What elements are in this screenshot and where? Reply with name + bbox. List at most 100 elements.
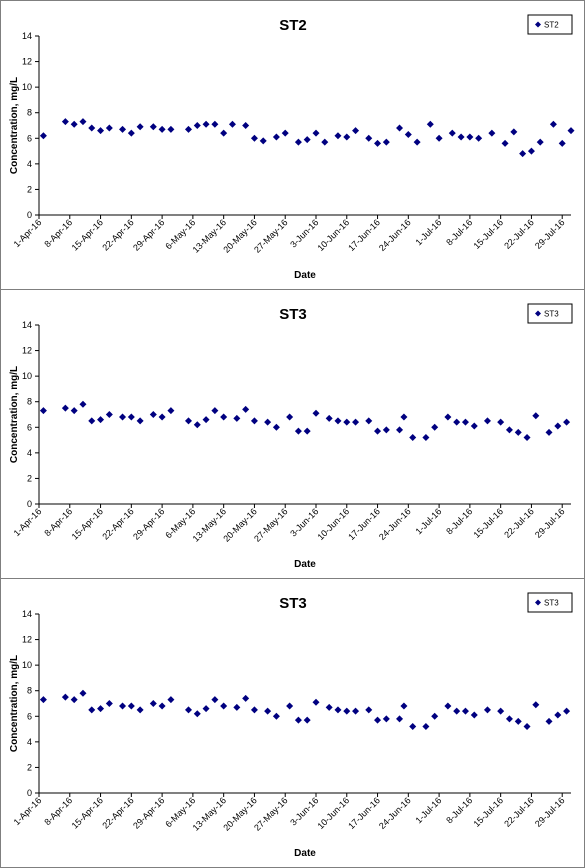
data-point [294, 138, 302, 146]
data-point [97, 416, 105, 424]
data-point [536, 138, 544, 146]
data-point [136, 123, 144, 131]
data-point [303, 427, 311, 435]
chart-title: ST2 [279, 17, 307, 34]
data-point [184, 706, 192, 714]
data-point [193, 421, 201, 429]
data-point [264, 707, 272, 715]
data-point [519, 150, 527, 158]
data-point [497, 707, 505, 715]
data-point [79, 400, 87, 408]
y-tick-label: 8 [27, 108, 32, 118]
data-point [303, 136, 311, 144]
x-tick-label: 24-Jun-16 [377, 795, 413, 831]
data-point [149, 700, 157, 707]
legend-box [527, 592, 573, 613]
y-tick-label: 14 [22, 31, 32, 41]
data-point [475, 134, 483, 142]
x-tick-label: 1-Jul-16 [413, 217, 443, 247]
data-point [448, 129, 456, 137]
data-point [97, 705, 105, 713]
y-tick-label: 10 [22, 82, 32, 92]
data-point [352, 127, 360, 135]
x-tick-label: 17-Jun-16 [346, 795, 382, 831]
data-point [352, 418, 360, 426]
data-point [435, 134, 443, 142]
chart-svg-3: ST3024681012141-Apr-168-Apr-1615-Apr-162… [9, 592, 573, 859]
data-point [127, 702, 135, 710]
data-point [382, 715, 390, 723]
data-point [457, 133, 465, 141]
y-tick-label: 2 [27, 473, 32, 483]
data-point [228, 120, 236, 128]
x-tick-label: 17-Jun-16 [346, 217, 382, 253]
data-point [242, 694, 250, 702]
data-point [250, 134, 258, 142]
data-point [272, 423, 280, 431]
data-point [294, 716, 302, 724]
chart-title: ST3 [279, 595, 307, 612]
data-point [61, 404, 69, 412]
data-point [119, 413, 127, 421]
data-point [202, 416, 210, 424]
data-point [404, 130, 412, 138]
data-point [527, 147, 535, 155]
data-point [505, 426, 513, 434]
data-point [374, 427, 382, 435]
x-tick-label: 24-Jun-16 [377, 506, 413, 542]
data-point [119, 125, 127, 133]
chart-panel-1: ST2 0 2 4 6 8 10 12 14 1-Apr-16 8-Apr-16 15-Apr-16 2… [0, 0, 585, 290]
data-point [396, 426, 404, 434]
data-point [396, 715, 404, 723]
y-tick-label: 6 [27, 133, 32, 143]
data-point [242, 122, 250, 129]
data-point [413, 138, 421, 146]
data-point [312, 129, 320, 137]
data-point [149, 123, 157, 131]
data-point [220, 702, 228, 710]
data-point [453, 418, 461, 426]
x-tick-label: 22-Apr-16 [100, 795, 135, 830]
chart-svg-1: ST2024681012141-Apr-168-Apr-1615-Apr-162… [9, 14, 575, 281]
data-point [365, 134, 373, 142]
y-axis-title: Concentration, mg/L [9, 366, 20, 463]
y-axis-title: Concentration, mg/L [9, 77, 20, 174]
data-point [242, 405, 250, 413]
data-point [97, 127, 105, 135]
x-tick-label: 22-Jul-16 [502, 217, 536, 251]
data-point [294, 427, 302, 435]
data-point [264, 418, 272, 426]
data-point [39, 696, 47, 704]
data-point [250, 706, 258, 714]
data-point [382, 138, 390, 146]
data-point [400, 702, 408, 710]
data-point [233, 703, 241, 711]
data-point [488, 129, 496, 137]
legend-marker [535, 599, 541, 606]
data-point [119, 702, 127, 710]
data-point [70, 120, 78, 128]
x-tick-label: 15-Jul-16 [471, 795, 505, 829]
legend-label: ST3 [544, 310, 559, 319]
data-point [567, 127, 575, 135]
data-point [158, 702, 166, 710]
x-tick-label: 15-Jul-16 [471, 217, 505, 251]
data-point [409, 723, 417, 731]
data-point [554, 422, 562, 430]
data-point [158, 413, 166, 421]
y-axis-title: Concentration, mg/L [9, 655, 20, 752]
data-point [202, 705, 210, 713]
x-tick-label: 8-Apr-16 [42, 217, 74, 249]
data-point [61, 118, 69, 126]
data-point [558, 139, 566, 147]
data-point [431, 423, 439, 431]
y-tick-label: 2 [27, 184, 32, 194]
data-point [545, 428, 553, 436]
data-point [211, 407, 219, 415]
data-point [466, 133, 474, 141]
data-point [334, 132, 342, 140]
data-point [312, 698, 320, 706]
data-point [286, 413, 294, 421]
data-point [193, 710, 201, 718]
x-tick-label: 8-Jul-16 [444, 506, 474, 536]
